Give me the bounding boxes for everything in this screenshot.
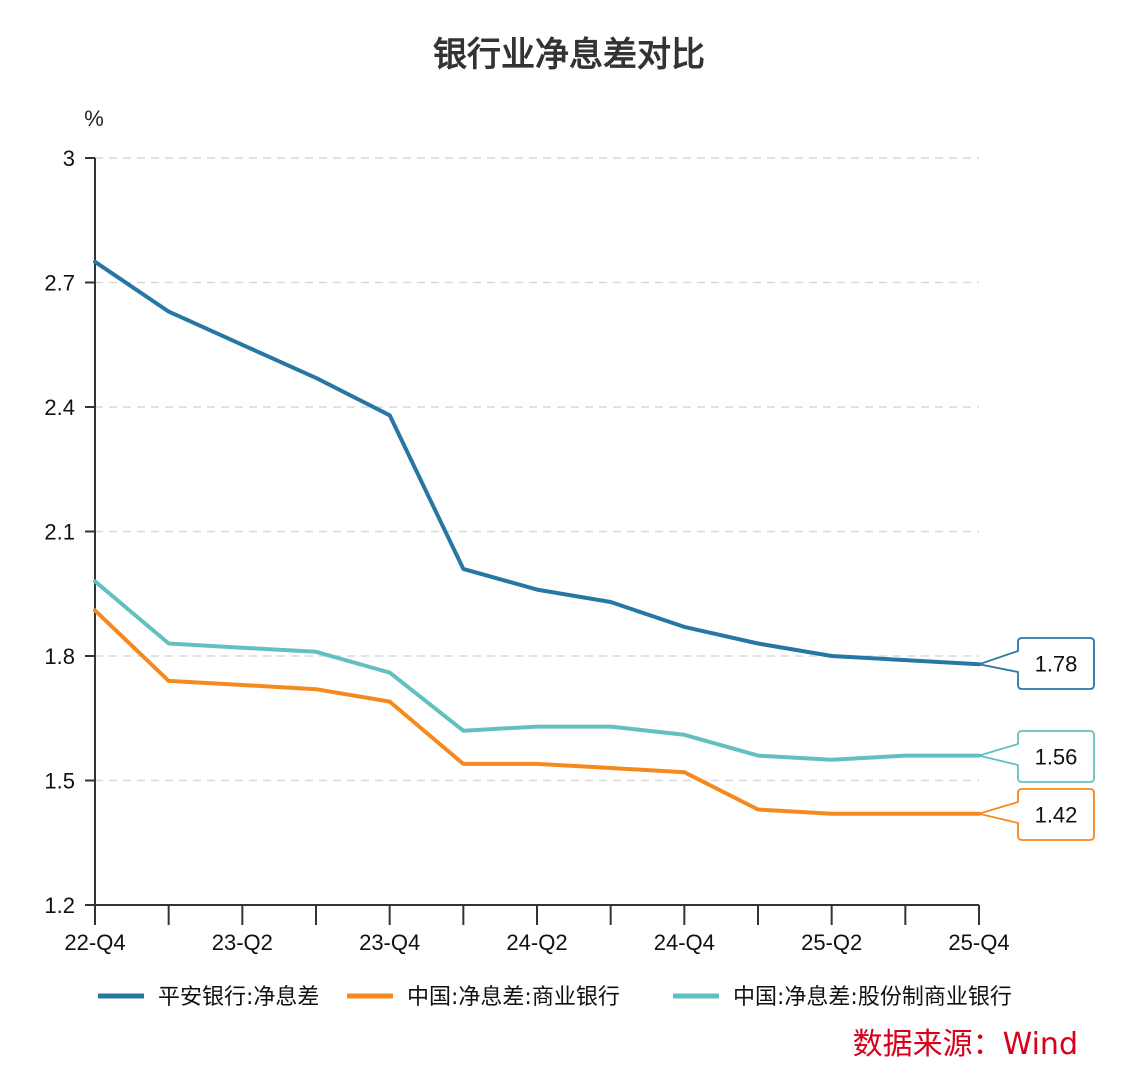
data-source-label: 数据来源：Wind	[853, 1027, 1078, 1062]
legend-item-1: 中国:净息差:商业银行	[347, 985, 620, 1010]
legend-item-2: 中国:净息差:股份制商业银行	[673, 985, 1012, 1010]
chart-title: 银行业净息差对比	[433, 35, 705, 75]
callout-0: 1.78	[978, 637, 1095, 690]
x-tick-label: 22-Q4	[64, 930, 125, 955]
series-lines	[93, 259, 981, 816]
series-line-0	[93, 259, 981, 667]
callout-box	[978, 788, 1095, 841]
y-tick-label: 1.8	[44, 644, 75, 669]
callout-value-label: 1.78	[1035, 652, 1078, 677]
callout-box	[978, 637, 1095, 690]
x-tick-label: 23-Q4	[359, 930, 420, 955]
axes	[94, 158, 979, 911]
gridlines	[95, 157, 979, 782]
callout-box	[978, 730, 1095, 783]
series-line-2	[93, 579, 981, 762]
y-tick-label: 2.7	[44, 271, 75, 296]
y-axis-unit-label: %	[84, 106, 104, 131]
y-tick-label: 3	[63, 146, 75, 171]
x-tick-label: 24-Q2	[506, 930, 567, 955]
y-tick-label: 2.1	[44, 520, 75, 545]
series-line-1	[93, 608, 981, 816]
end-value-callouts: 1.78 1.42 1.56	[978, 637, 1095, 841]
callout-value-label: 1.42	[1035, 803, 1078, 828]
legend-label: 中国:净息差:股份制商业银行	[733, 985, 1012, 1010]
x-tick-label: 23-Q2	[212, 930, 273, 955]
legend-label: 平安银行:净息差	[158, 985, 319, 1010]
legend-label: 中国:净息差:商业银行	[407, 985, 620, 1010]
callout-value-label: 1.56	[1035, 745, 1078, 770]
legend-item-0: 平安银行:净息差	[98, 985, 319, 1010]
y-axis-ticks: 1.2 1.5 1.8 2.1 2.4 2.7 3	[44, 146, 95, 918]
x-tick-label: 24-Q4	[654, 930, 715, 955]
y-tick-label: 1.2	[44, 893, 75, 918]
callout-1: 1.42	[978, 788, 1095, 841]
y-tick-label: 1.5	[44, 769, 75, 794]
y-tick-label: 2.4	[44, 395, 75, 420]
x-tick-label: 25-Q4	[948, 930, 1009, 955]
legend: 平安银行:净息差 中国:净息差:商业银行 中国:净息差:股份制商业银行	[98, 985, 1012, 1010]
x-tick-label: 25-Q2	[801, 930, 862, 955]
callout-2: 1.56	[978, 730, 1095, 783]
x-axis-ticks: 22-Q4 23-Q2 23-Q4 24-Q2 24-Q4 25-Q2 25-Q4	[64, 905, 1010, 955]
